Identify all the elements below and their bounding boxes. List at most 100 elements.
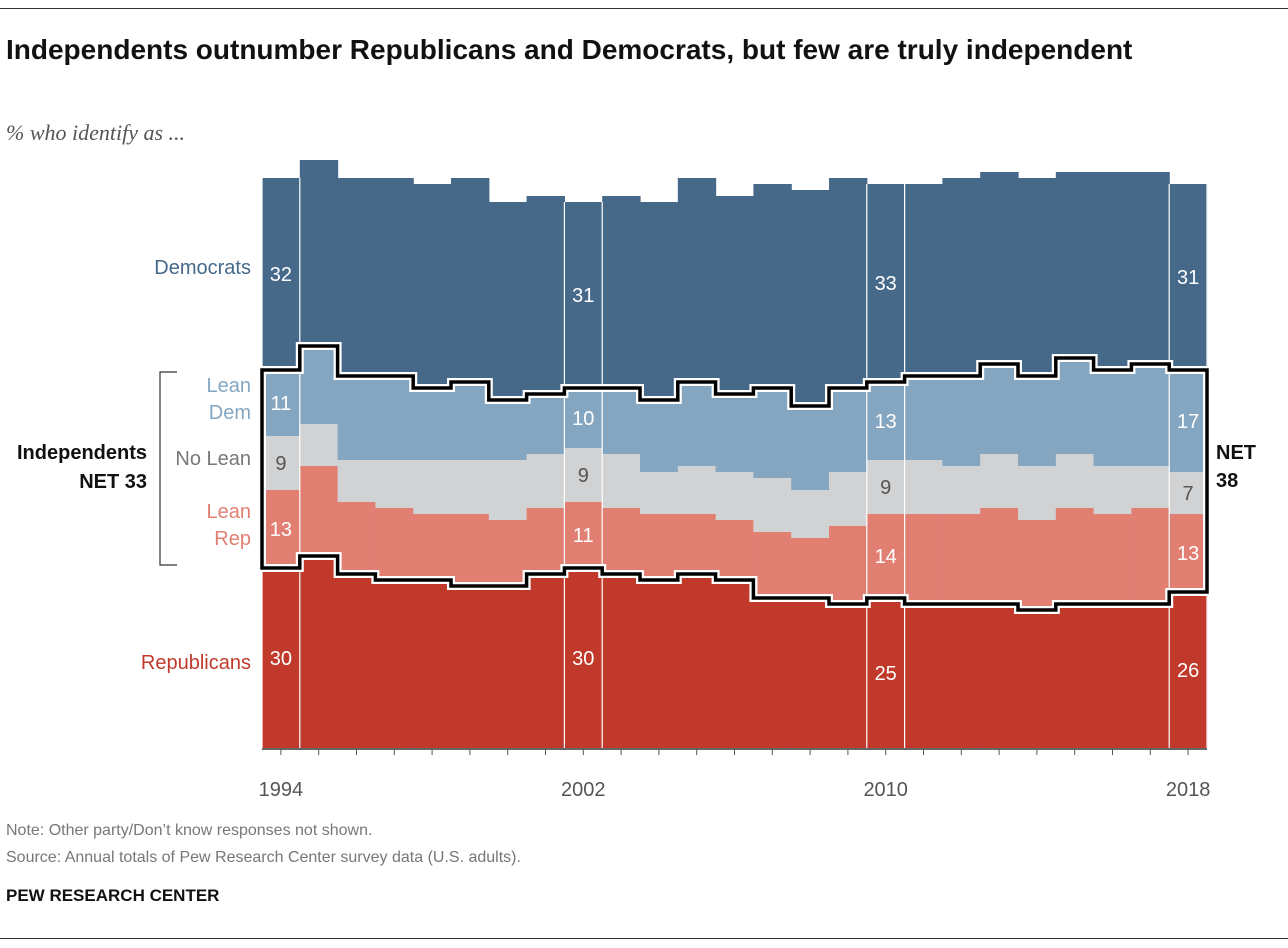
chart-title: Independents outnumber Republicans and D… bbox=[6, 34, 1133, 65]
segment-lean-dem-1998 bbox=[413, 388, 452, 460]
segment-no-lean-1994 bbox=[262, 436, 301, 490]
segment-republicans-1994 bbox=[262, 568, 301, 748]
value-label-2018: 26 bbox=[1177, 660, 1199, 682]
segment-democrats-1999 bbox=[451, 178, 490, 382]
segment-democrats-1998 bbox=[413, 184, 452, 388]
legend-lean-rep: Rep bbox=[214, 528, 251, 550]
segment-lean-dem-2002 bbox=[564, 388, 603, 448]
segment-republicans-2012 bbox=[942, 604, 981, 748]
legend-lean-dem: Lean bbox=[207, 375, 252, 397]
segment-democrats-2012 bbox=[942, 178, 981, 376]
segment-lean-dem-2010 bbox=[866, 382, 906, 460]
segment-lean-rep-2005 bbox=[677, 514, 717, 574]
segment-lean-rep-1998 bbox=[413, 514, 452, 580]
top-rule bbox=[0, 8, 1288, 9]
value-label-2002: 30 bbox=[572, 648, 594, 670]
segment-no-lean-2018 bbox=[1169, 472, 1208, 514]
segment-lean-dem-2007 bbox=[753, 388, 792, 478]
segment-democrats-1995 bbox=[299, 160, 339, 346]
segment-republicans-2015 bbox=[1055, 604, 1095, 748]
segment-democrats-2008 bbox=[791, 190, 830, 406]
value-label-1994: 9 bbox=[275, 453, 286, 475]
value-label-2018: 17 bbox=[1177, 411, 1199, 433]
segment-lean-dem-2011 bbox=[904, 376, 943, 460]
segment-no-lean-2014 bbox=[1018, 466, 1057, 520]
segment-democrats-2003 bbox=[602, 196, 641, 388]
segment-democrats-2002 bbox=[564, 202, 603, 388]
x-tick-label: 2018 bbox=[1166, 779, 1211, 801]
segment-lean-rep-1996 bbox=[337, 502, 376, 574]
independents-net-label: Independents bbox=[17, 442, 147, 464]
legend-no-lean: No Lean bbox=[175, 448, 251, 470]
segment-democrats-2007 bbox=[753, 184, 792, 388]
segment-lean-rep-2011 bbox=[904, 514, 943, 604]
segment-no-lean-1997 bbox=[375, 460, 414, 508]
segment-lean-rep-2018 bbox=[1169, 514, 1208, 592]
segment-republicans-2018 bbox=[1169, 592, 1208, 748]
segment-democrats-1994 bbox=[262, 178, 301, 370]
segment-republicans-1996 bbox=[337, 574, 376, 748]
segment-republicans-2006 bbox=[715, 580, 754, 748]
segment-democrats-1996 bbox=[337, 178, 376, 376]
segment-lean-dem-2016 bbox=[1093, 370, 1132, 466]
segment-lean-rep-2002 bbox=[564, 502, 603, 568]
segment-no-lean-2010 bbox=[866, 460, 906, 514]
segment-lean-rep-2000 bbox=[488, 520, 528, 586]
segment-democrats-2016 bbox=[1093, 172, 1132, 370]
segment-lean-rep-2015 bbox=[1055, 508, 1095, 604]
segment-democrats-1997 bbox=[375, 178, 414, 376]
value-label-2010: 14 bbox=[875, 546, 897, 568]
segment-lean-rep-2004 bbox=[640, 514, 679, 580]
segment-no-lean-2013 bbox=[980, 454, 1019, 508]
segment-lean-rep-2013 bbox=[980, 508, 1019, 604]
value-label-2018: 7 bbox=[1183, 483, 1194, 505]
segment-lean-rep-2008 bbox=[791, 538, 830, 598]
x-tick-label: 1994 bbox=[259, 779, 304, 801]
segment-democrats-2011 bbox=[904, 184, 943, 376]
independents-net-label-right: 38 bbox=[1216, 470, 1238, 492]
segment-lean-dem-2018 bbox=[1169, 370, 1208, 472]
segment-democrats-2013 bbox=[980, 172, 1019, 364]
segment-lean-dem-2003 bbox=[602, 388, 641, 454]
segment-lean-dem-2008 bbox=[791, 406, 830, 490]
legend-lean-dem: Dem bbox=[209, 402, 251, 424]
segment-no-lean-2006 bbox=[715, 472, 754, 520]
value-label-2010: 9 bbox=[880, 477, 891, 499]
segment-lean-rep-2003 bbox=[602, 508, 641, 574]
value-label-1994: 13 bbox=[270, 519, 292, 541]
segment-lean-dem-2000 bbox=[488, 400, 528, 460]
segment-republicans-2011 bbox=[904, 604, 943, 748]
segment-no-lean-2017 bbox=[1131, 466, 1170, 508]
segment-democrats-2004 bbox=[640, 202, 679, 400]
segment-democrats-2018 bbox=[1169, 184, 1208, 370]
segment-no-lean-2007 bbox=[753, 478, 792, 532]
segment-no-lean-1995 bbox=[299, 424, 339, 466]
segment-republicans-2013 bbox=[980, 604, 1019, 748]
segment-lean-dem-2014 bbox=[1018, 376, 1057, 466]
segment-lean-dem-1997 bbox=[375, 376, 414, 460]
segment-lean-rep-2017 bbox=[1131, 508, 1170, 604]
segment-republicans-1995 bbox=[299, 556, 339, 748]
segment-democrats-2005 bbox=[677, 178, 717, 382]
independents-outline bbox=[260, 344, 1209, 612]
segment-democrats-2015 bbox=[1055, 172, 1095, 358]
segment-democrats-2001 bbox=[526, 196, 565, 394]
segment-republicans-1999 bbox=[451, 586, 490, 748]
segment-democrats-2006 bbox=[715, 196, 754, 394]
legend-lean-rep: Lean bbox=[207, 501, 252, 523]
segment-democrats-2000 bbox=[488, 202, 528, 400]
value-label-1994: 30 bbox=[270, 648, 292, 670]
segment-republicans-2014 bbox=[1018, 610, 1057, 748]
segment-democrats-2009 bbox=[829, 178, 868, 388]
segment-no-lean-2016 bbox=[1093, 466, 1132, 514]
segment-lean-rep-2010 bbox=[866, 514, 906, 598]
segment-lean-rep-2007 bbox=[753, 532, 792, 598]
segment-republicans-2005 bbox=[677, 574, 717, 748]
value-label-2002: 10 bbox=[572, 408, 594, 430]
segment-republicans-2003 bbox=[602, 574, 641, 748]
segment-republicans-2007 bbox=[753, 598, 792, 748]
segment-lean-dem-2004 bbox=[640, 400, 679, 472]
segment-republicans-1998 bbox=[413, 580, 452, 748]
segment-lean-rep-1995 bbox=[299, 466, 339, 556]
